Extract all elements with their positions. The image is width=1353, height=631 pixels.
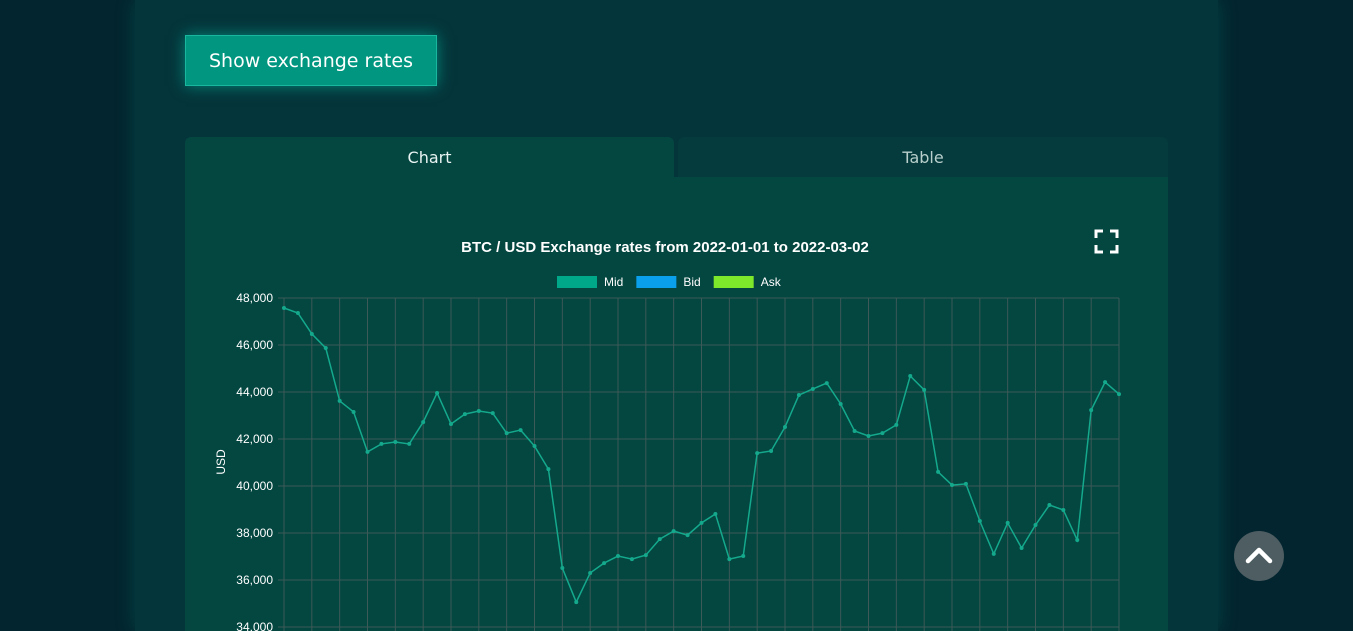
data-point bbox=[504, 431, 509, 436]
data-point bbox=[560, 566, 565, 571]
data-point bbox=[713, 511, 718, 516]
legend-swatch bbox=[713, 276, 754, 288]
data-point bbox=[309, 331, 314, 336]
data-point bbox=[616, 554, 620, 559]
legend-swatch bbox=[557, 276, 597, 288]
data-point bbox=[671, 529, 676, 534]
y-axis-label: USD bbox=[214, 449, 228, 475]
data-point bbox=[908, 374, 913, 379]
data-point bbox=[1005, 520, 1010, 525]
chart-tab[interactable]: Chart bbox=[185, 137, 674, 177]
data-point bbox=[977, 519, 982, 524]
data-point bbox=[379, 441, 384, 446]
data-point bbox=[657, 537, 662, 542]
show-rates-button[interactable]: Show exchange rates bbox=[185, 35, 437, 86]
data-point bbox=[936, 469, 941, 474]
data-point bbox=[435, 390, 440, 395]
data-point bbox=[922, 387, 927, 392]
data-point bbox=[365, 449, 370, 454]
legend-swatch bbox=[636, 276, 677, 288]
y-tick-label: 44,000 bbox=[236, 385, 273, 399]
data-point bbox=[685, 533, 690, 538]
y-tick-label: 34,000 bbox=[236, 620, 273, 631]
data-point bbox=[796, 393, 801, 398]
data-point bbox=[351, 409, 356, 414]
data-point bbox=[588, 570, 593, 575]
data-point bbox=[393, 440, 398, 445]
y-tick-label: 38,000 bbox=[236, 526, 273, 540]
data-point bbox=[755, 451, 760, 456]
data-point bbox=[462, 412, 467, 417]
data-point bbox=[421, 420, 426, 425]
data-point bbox=[1117, 392, 1121, 397]
data-point bbox=[629, 557, 634, 562]
data-point bbox=[866, 433, 871, 438]
chevron-icon bbox=[1245, 547, 1273, 564]
y-tick-label: 42,000 bbox=[236, 432, 273, 446]
data-point bbox=[1075, 538, 1080, 543]
data-point bbox=[546, 467, 551, 472]
data-point bbox=[880, 431, 885, 436]
data-point bbox=[449, 421, 453, 426]
data-point bbox=[783, 425, 787, 430]
data-point bbox=[810, 386, 815, 391]
legend-label: Ask bbox=[761, 275, 782, 289]
data-point bbox=[894, 422, 899, 427]
data-point bbox=[1019, 546, 1024, 551]
data-point bbox=[490, 411, 495, 416]
data-point bbox=[532, 444, 537, 449]
fullscreen-icon[interactable] bbox=[1094, 229, 1119, 254]
data-point bbox=[574, 600, 579, 605]
data-point bbox=[1033, 523, 1038, 528]
data-point bbox=[602, 561, 607, 566]
data-point bbox=[295, 311, 300, 316]
data-point bbox=[769, 448, 774, 453]
scroll-top-button[interactable] bbox=[1234, 531, 1284, 581]
data-point bbox=[950, 483, 954, 488]
data-point bbox=[824, 381, 829, 386]
data-point bbox=[643, 553, 648, 558]
data-point bbox=[323, 346, 328, 351]
table-tab[interactable]: Table bbox=[678, 137, 1168, 177]
y-tick-label: 46,000 bbox=[236, 338, 273, 352]
data-point bbox=[282, 305, 286, 310]
data-point bbox=[727, 557, 732, 562]
y-tick-label: 48,000 bbox=[236, 291, 273, 305]
data-point bbox=[518, 428, 523, 433]
data-point bbox=[699, 520, 704, 525]
chart-title: BTC / USD Exchange rates from 2022-01-01… bbox=[461, 239, 869, 256]
data-point bbox=[476, 409, 481, 414]
data-point bbox=[838, 401, 843, 406]
data-point bbox=[1047, 503, 1052, 508]
data-point bbox=[741, 554, 746, 559]
y-tick-label: 40,000 bbox=[236, 479, 273, 493]
data-point bbox=[1089, 408, 1094, 413]
data-point bbox=[991, 551, 996, 556]
data-point bbox=[407, 441, 412, 446]
legend-label: Mid bbox=[604, 275, 623, 289]
chart-container bbox=[185, 177, 1168, 631]
data-point bbox=[1103, 380, 1108, 385]
legend-label: Bid bbox=[683, 275, 700, 289]
data-point bbox=[963, 481, 968, 486]
data-point bbox=[852, 429, 857, 434]
y-tick-label: 36,000 bbox=[236, 573, 273, 587]
data-point bbox=[337, 398, 342, 403]
data-point bbox=[1061, 507, 1066, 512]
